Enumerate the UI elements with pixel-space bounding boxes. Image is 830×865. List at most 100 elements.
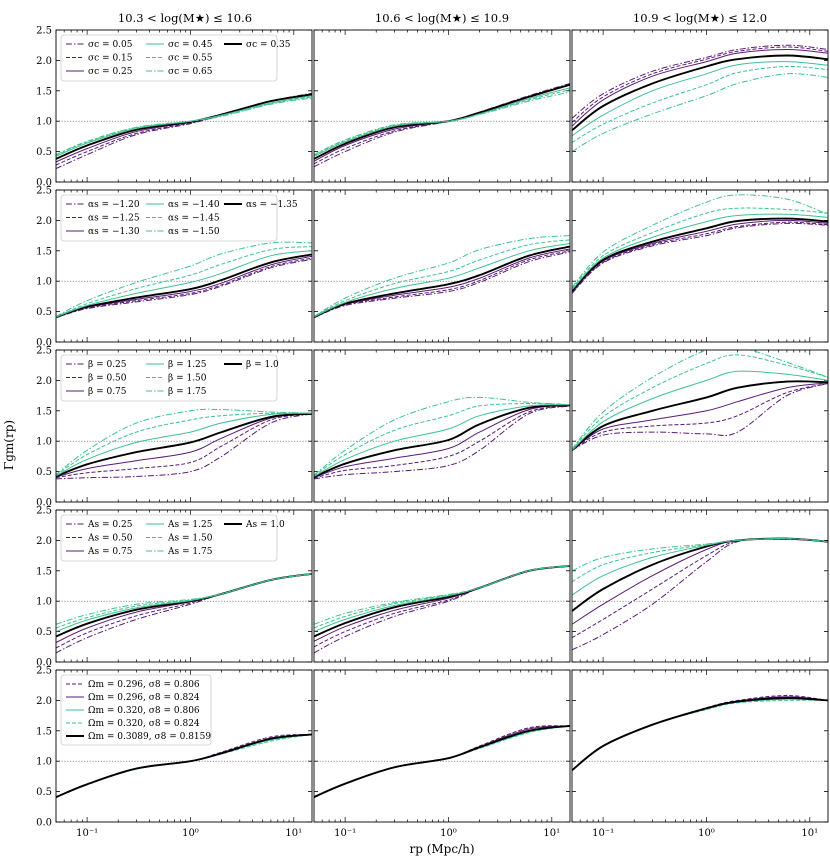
- series-line: [56, 412, 312, 477]
- series-line: [572, 382, 828, 451]
- series-line: [56, 733, 312, 798]
- series-line: [314, 239, 570, 317]
- series-line: [314, 243, 570, 318]
- legend-frame: [60, 194, 278, 242]
- legend-label: σc = 0.65: [168, 67, 213, 77]
- legend-label: σc = 0.15: [88, 54, 133, 64]
- series-line: [56, 241, 312, 317]
- y-tick-label: 0.5: [36, 307, 52, 318]
- legend-label: Ωm = 0.320, σ8 = 0.824: [88, 719, 200, 729]
- series-line: [572, 221, 828, 294]
- legend-label: Ωm = 0.296, σ8 = 0.806: [88, 680, 200, 690]
- series-group: [314, 396, 570, 480]
- y-tick-label: 0.0: [36, 498, 52, 509]
- y-tick-label: 0.5: [36, 627, 52, 638]
- series-line: [572, 354, 828, 451]
- series-line: [572, 538, 828, 625]
- panel-r1-c2: [313, 29, 571, 183]
- y-tick-label: 2.0: [36, 56, 52, 67]
- series-line: [572, 350, 828, 450]
- series-line: [314, 565, 570, 642]
- legend-label: As = 0.25: [87, 520, 133, 530]
- panel-frame: [313, 509, 571, 663]
- y-tick-label: 1.5: [36, 726, 52, 737]
- series-line: [572, 219, 828, 293]
- x-tick-label: 10¹: [543, 828, 560, 839]
- series-line: [56, 246, 312, 318]
- series-line: [56, 573, 312, 649]
- y-tick-label: 1.0: [36, 277, 52, 288]
- y-tick-label: 1.0: [36, 117, 52, 128]
- series-line: [56, 250, 312, 318]
- series-line: [56, 413, 312, 479]
- panel-frame: [571, 509, 829, 663]
- series-line: [314, 725, 570, 798]
- series-line: [314, 404, 570, 479]
- series-line: [314, 404, 570, 477]
- series-line: [572, 697, 828, 772]
- legend: αs = −1.20 αs = −1.40 αs = −1.35 αs = −1.25…: [60, 194, 298, 242]
- series-line: [572, 538, 828, 651]
- y-tick-label: 0.0: [36, 658, 52, 669]
- legend-frame: [60, 514, 278, 562]
- y-tick-label: 0.5: [36, 147, 52, 158]
- y-tick-label: 2.5: [36, 666, 52, 677]
- legend-label: As = 0.75: [87, 547, 133, 557]
- series-line: [314, 402, 570, 477]
- panel-frame: [571, 29, 829, 183]
- series-line: [314, 250, 570, 319]
- column-title-2: 10.6 < log(M★) ≤ 10.9: [375, 11, 509, 25]
- series-group: [572, 695, 828, 772]
- series-line: [572, 46, 828, 123]
- y-tick-label: 0.0: [36, 178, 52, 189]
- series-group: [56, 408, 312, 480]
- series-group: [572, 194, 828, 294]
- series-line: [56, 93, 312, 163]
- series-line: [572, 44, 828, 119]
- panel-frame: [313, 189, 571, 343]
- series-line: [314, 725, 570, 799]
- series-line: [56, 96, 312, 156]
- y-tick-label: 0.5: [36, 787, 52, 798]
- panel-frame: [55, 189, 313, 343]
- legend: σc = 0.05 σc = 0.45 σc = 0.35 σc = 0.15 σc =…: [60, 34, 291, 82]
- series-line: [56, 573, 312, 643]
- x-tick-label: 10¹: [285, 828, 302, 839]
- series-line: [572, 213, 828, 291]
- legend-label: σc = 0.45: [168, 40, 213, 50]
- series-group: [56, 572, 312, 654]
- series-group: [56, 241, 312, 319]
- series-line: [572, 207, 828, 289]
- legend-label: As = 1.0: [245, 520, 285, 530]
- x-tick-label: 10⁰: [698, 828, 715, 839]
- panel-r4-c3: [571, 509, 829, 663]
- series-line: [572, 696, 828, 771]
- panel-r3-c1: 0.0 0.5 1.0 1.5 2.0 2.5 β = 0.25 β = 1.25 β = 1.…: [36, 346, 313, 509]
- series-line: [56, 95, 312, 157]
- panel-frame: [313, 29, 571, 183]
- y-tick-label: 0.0: [36, 338, 52, 349]
- panel-r5-c1: 0.0 0.5 1.0 1.5 2.0 2.5 10⁻¹ 10⁰ 10¹ Ωm = 0.296, …: [36, 666, 313, 839]
- series-line: [56, 412, 312, 478]
- x-tick-label: 10⁰: [182, 828, 199, 839]
- series-line: [56, 572, 312, 638]
- series-group: [314, 235, 570, 319]
- column-title-3: 10.9 < log(M★) ≤ 12.0: [633, 11, 767, 25]
- legend: β = 0.25 β = 1.25 β = 1.0 β = 0.50 β = 1.50 β…: [60, 354, 279, 402]
- series-line: [56, 97, 312, 156]
- y-tick-label: 1.5: [36, 246, 52, 257]
- legend-label: β = 1.50: [168, 374, 207, 384]
- x-axis-label: rp (Mpc/h): [409, 842, 474, 856]
- series-line: [314, 725, 570, 798]
- panel-r3-c2: [313, 349, 571, 503]
- legend-frame: [60, 674, 212, 746]
- series-line: [314, 405, 570, 479]
- legend-label: σc = 0.35: [246, 40, 291, 50]
- panel-frame: [55, 349, 313, 503]
- legend-label: β = 0.25: [88, 360, 127, 370]
- y-axis-label: Γgm(rp): [2, 420, 16, 470]
- series-line: [56, 412, 312, 476]
- panel-r4-c1: 0.00.51.01.52.02.5As = 0.25 As = 1.25 As =…: [36, 506, 313, 669]
- legend-label: σc = 0.25: [88, 67, 133, 77]
